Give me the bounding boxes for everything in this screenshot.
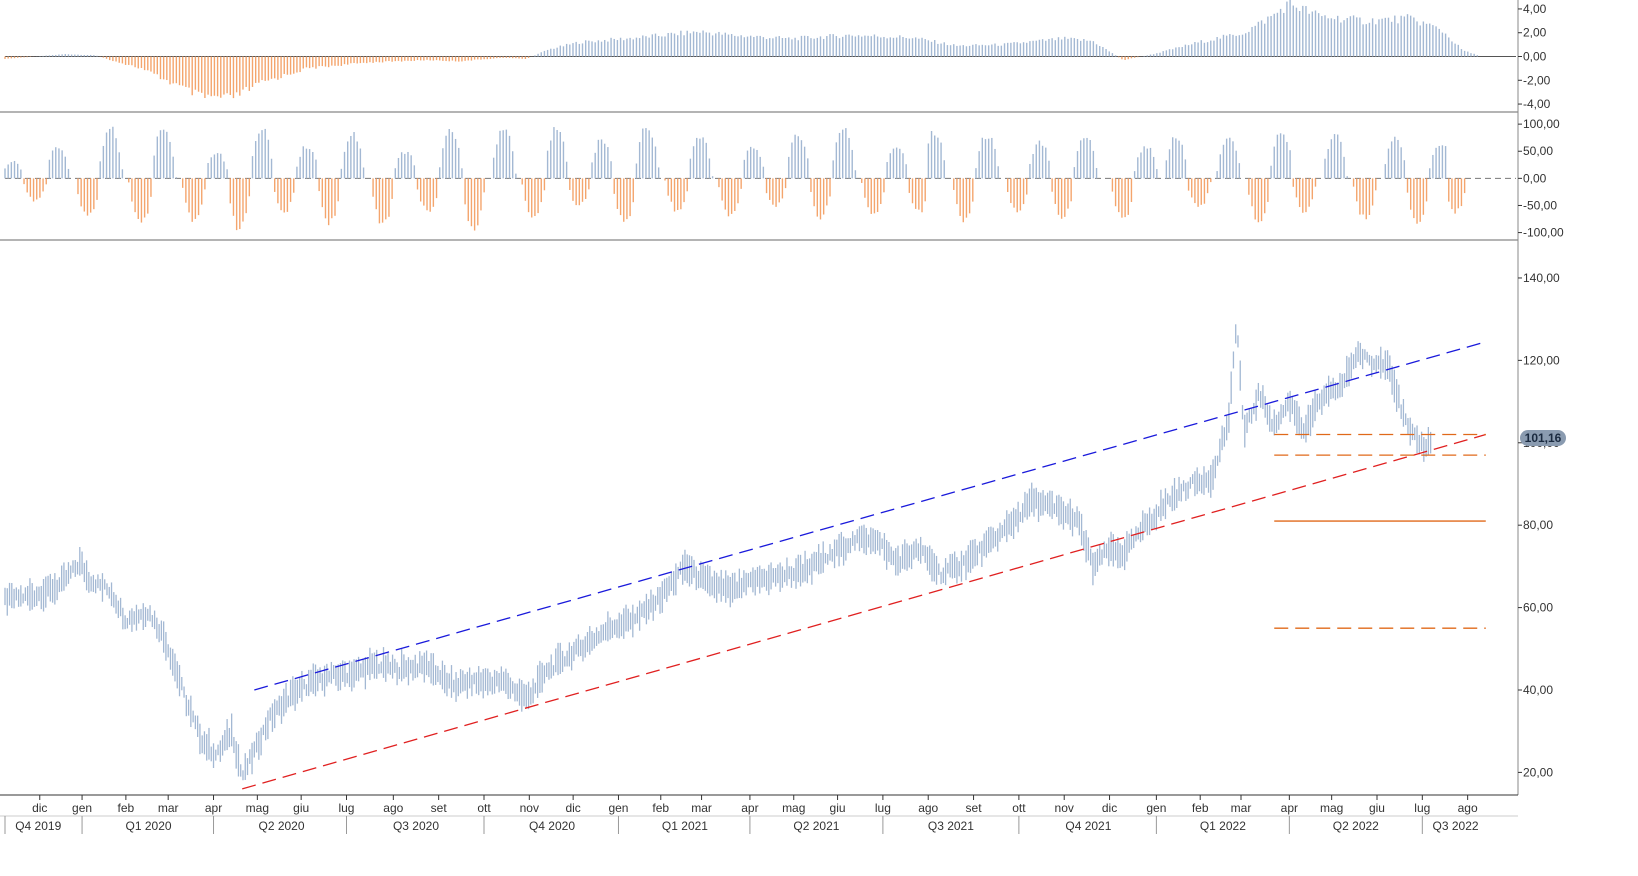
- month-label: feb: [1192, 801, 1209, 815]
- y-tick-label: -100,00: [1523, 226, 1564, 240]
- month-label: feb: [652, 801, 669, 815]
- quarter-label: Q2 2022: [1333, 819, 1379, 833]
- month-label: ott: [1012, 801, 1026, 815]
- y-tick-label: -4,00: [1523, 97, 1551, 111]
- quarter-label: Q3 2022: [1433, 819, 1479, 833]
- month-label: mag: [246, 801, 269, 815]
- month-label: feb: [118, 801, 135, 815]
- quarter-label: Q1 2020: [126, 819, 172, 833]
- month-label: mar: [1231, 801, 1252, 815]
- y-tick-label: 60,00: [1523, 601, 1553, 615]
- month-label: set: [966, 801, 983, 815]
- y-axis: 4,00 2,00 0,00 -2,00 -4,00 100,00 50,00 0,00 -50…: [1518, 2, 1564, 779]
- y-tick-label: 20,00: [1523, 765, 1553, 779]
- last-price-badge-bg: [1520, 429, 1566, 446]
- month-label: ago: [918, 801, 938, 815]
- month-label: dic: [32, 801, 47, 815]
- last-price-label: 101,16: [1525, 431, 1562, 445]
- month-label: apr: [741, 801, 758, 815]
- price-panel: [4, 324, 1486, 790]
- month-label: nov: [1055, 801, 1074, 815]
- month-label: dic: [1102, 801, 1117, 815]
- month-label: gen: [1146, 801, 1166, 815]
- panel-dividers: [0, 0, 1519, 795]
- month-label: nov: [520, 801, 539, 815]
- month-label: giu: [830, 801, 846, 815]
- quarter-label: Q1 2021: [662, 819, 708, 833]
- x-axis: dic gen feb mar apr mag giu lug ago set ott nov dic g…: [0, 794, 1518, 834]
- y-tick-label: 0,00: [1523, 171, 1547, 185]
- y-tick-label: 140,00: [1523, 271, 1560, 285]
- month-label: apr: [1281, 801, 1298, 815]
- month-label: set: [431, 801, 448, 815]
- month-label: mar: [158, 801, 179, 815]
- month-label: ago: [1458, 801, 1478, 815]
- quarter-label: Q2 2021: [793, 819, 839, 833]
- quarter-label: Q4 2019: [15, 819, 61, 833]
- oscillator-panel: [4, 126, 1516, 231]
- month-label: apr: [205, 801, 222, 815]
- month-label: dic: [565, 801, 580, 815]
- month-label: mag: [782, 801, 805, 815]
- y-tick-label: 40,00: [1523, 683, 1553, 697]
- y-tick-label: -2,00: [1523, 73, 1551, 87]
- month-label: giu: [1369, 801, 1385, 815]
- month-label: gen: [72, 801, 92, 815]
- quarter-label: Q1 2022: [1200, 819, 1246, 833]
- quarter-label: Q4 2021: [1065, 819, 1111, 833]
- quarter-label: Q3 2020: [393, 819, 439, 833]
- month-label: lug: [1414, 801, 1430, 815]
- month-label: lug: [338, 801, 354, 815]
- quarter-label: Q4 2020: [529, 819, 575, 833]
- month-label: gen: [608, 801, 628, 815]
- y-tick-label: 120,00: [1523, 353, 1560, 367]
- y-tick-label: 2,00: [1523, 26, 1547, 40]
- quarter-label: Q3 2021: [928, 819, 974, 833]
- quarter-label: Q2 2020: [258, 819, 304, 833]
- trend-line-2: [242, 433, 1486, 790]
- trend-line-1: [254, 341, 1486, 691]
- last-price-badge: 101,16: [1520, 429, 1566, 446]
- y-tick-label: 50,00: [1523, 144, 1553, 158]
- y-tick-label: 100,00: [1523, 117, 1560, 131]
- month-label: mag: [1320, 801, 1343, 815]
- y-tick-label: -50,00: [1523, 198, 1557, 212]
- month-label: mar: [691, 801, 712, 815]
- y-tick-label: 4,00: [1523, 2, 1547, 16]
- month-label: lug: [875, 801, 891, 815]
- momentum-panel: [4, 0, 1516, 99]
- month-label: giu: [293, 801, 309, 815]
- y-tick-label: 0,00: [1523, 50, 1547, 64]
- y-tick-label: 80,00: [1523, 518, 1553, 532]
- month-label: ott: [477, 801, 491, 815]
- month-label: ago: [383, 801, 403, 815]
